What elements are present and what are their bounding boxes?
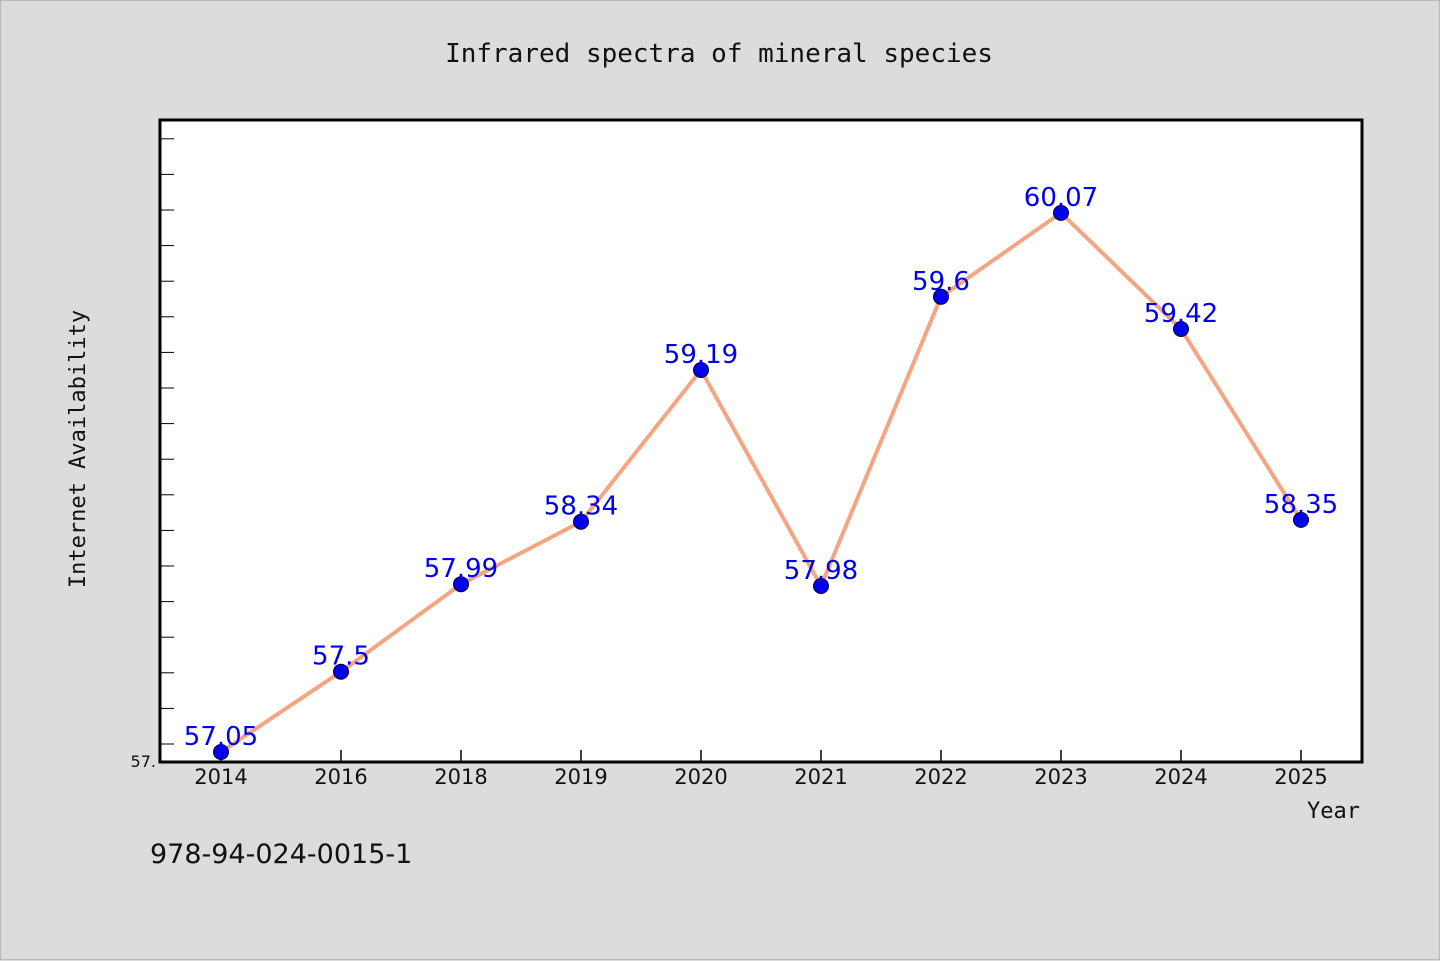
x-tick-label: 2020 <box>674 765 727 789</box>
data-point <box>213 744 229 760</box>
data-label: 59.6 <box>912 267 970 297</box>
data-label: 57.98 <box>784 556 858 586</box>
data-point <box>1053 204 1069 221</box>
x-tick-label: 2022 <box>914 765 967 789</box>
y-axis-label: Internet Availability <box>66 310 91 588</box>
x-tick-label: 2014 <box>194 765 247 789</box>
data-point <box>693 362 709 378</box>
footer-code: 978-94-024-0015-1 <box>150 839 412 870</box>
x-tick-label: 2025 <box>1274 765 1327 789</box>
data-label: 58.35 <box>1264 490 1338 520</box>
x-tick-label: 2016 <box>314 765 367 789</box>
data-label: 57.5 <box>312 642 370 672</box>
x-tick-label: 2023 <box>1034 765 1087 789</box>
data-point <box>333 663 349 680</box>
data-label: 59.19 <box>664 340 738 370</box>
x-tick-label: 2018 <box>434 765 487 789</box>
chart-title: Infrared spectra of mineral species <box>445 39 993 69</box>
y-axis-ticks: 57. <box>131 752 156 771</box>
x-tick-label: 2019 <box>554 765 607 789</box>
x-axis-label: Year <box>1307 799 1360 824</box>
data-label: 59.42 <box>1144 299 1218 329</box>
y-tick-label: 57. <box>131 752 156 771</box>
data-label: 60.07 <box>1024 183 1098 213</box>
data-point <box>573 513 589 530</box>
data-markers <box>213 204 1309 760</box>
x-tick-label: 2024 <box>1154 765 1207 789</box>
data-labels: 57.05 57.5 57.99 58.34 59.19 57.98 59.6 60.07 59… <box>184 183 1338 752</box>
plot-area <box>158 118 1364 764</box>
data-point <box>813 578 829 594</box>
data-point <box>453 576 469 593</box>
data-label: 58.34 <box>544 492 618 522</box>
data-point <box>1173 321 1189 337</box>
x-tick-label: 2021 <box>794 765 847 789</box>
data-point <box>1293 511 1309 528</box>
data-label: 57.05 <box>184 722 258 752</box>
data-label: 57.99 <box>424 554 498 584</box>
data-point <box>933 288 949 305</box>
series-line <box>219 210 1303 754</box>
y-axis-minor-ticks <box>160 138 174 745</box>
